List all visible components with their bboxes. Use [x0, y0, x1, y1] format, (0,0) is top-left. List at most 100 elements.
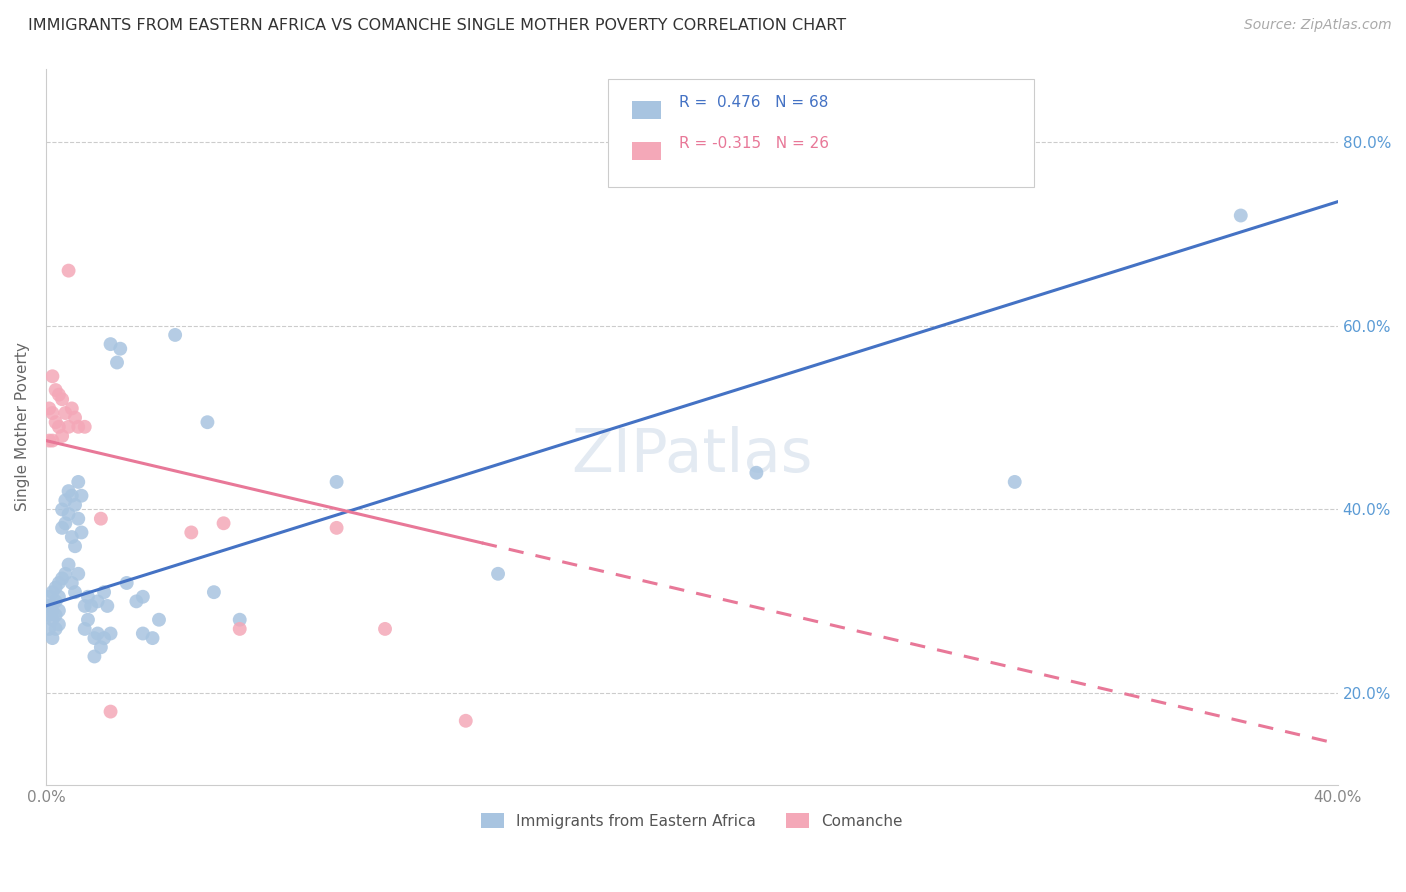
Point [70, 525, 93, 540]
Point [45, 581, 67, 595]
Point [93, 631, 115, 645]
Point [51, 571, 73, 585]
Point [212, 516, 235, 531]
Point [53, 406, 76, 420]
Point [38, 401, 60, 416]
Point [325, 521, 347, 535]
Point [83, 649, 105, 664]
Point [197, 415, 219, 429]
FancyBboxPatch shape [607, 79, 1033, 186]
Point [325, 475, 347, 489]
Point [63, 539, 86, 553]
Y-axis label: Single Mother Poverty: Single Mother Poverty [15, 343, 30, 511]
Point [96, 599, 118, 613]
Point [67, 419, 90, 434]
Point [63, 585, 86, 599]
Point [105, 355, 128, 369]
Point [73, 622, 96, 636]
Point [1004, 475, 1026, 489]
Text: IMMIGRANTS FROM EASTERN AFRICA VS COMANCHE SINGLE MOTHER POVERTY CORRELATION CHA: IMMIGRANTS FROM EASTERN AFRICA VS COMANC… [28, 18, 846, 33]
Point [141, 631, 163, 645]
Point [374, 622, 396, 636]
Point [202, 585, 225, 599]
FancyBboxPatch shape [633, 143, 661, 160]
Point [454, 714, 477, 728]
Point [60, 530, 83, 544]
Point [486, 566, 509, 581]
Point [67, 475, 90, 489]
Point [45, 415, 67, 429]
Point [58, 263, 80, 277]
Point [63, 498, 86, 512]
Point [45, 622, 67, 636]
Point [45, 383, 67, 397]
Point [67, 566, 90, 581]
Point [90, 640, 112, 655]
Point [41, 631, 63, 645]
Point [60, 401, 83, 416]
Legend: Immigrants from Eastern Africa, Comanche: Immigrants from Eastern Africa, Comanche [475, 806, 910, 835]
Point [86, 626, 108, 640]
Point [86, 594, 108, 608]
Point [228, 622, 250, 636]
Point [48, 419, 70, 434]
Point [53, 493, 76, 508]
Point [38, 608, 60, 623]
Point [100, 705, 122, 719]
Point [60, 576, 83, 591]
Point [41, 406, 63, 420]
Point [53, 516, 76, 531]
Point [51, 429, 73, 443]
Point [51, 392, 73, 407]
Point [93, 585, 115, 599]
Point [51, 502, 73, 516]
Point [53, 566, 76, 581]
Point [51, 521, 73, 535]
Point [38, 599, 60, 613]
Point [90, 511, 112, 525]
Point [77, 590, 100, 604]
Point [45, 608, 67, 623]
Point [132, 626, 155, 640]
Point [48, 590, 70, 604]
Point [67, 511, 90, 525]
Point [48, 576, 70, 591]
Point [100, 626, 122, 640]
Point [77, 613, 100, 627]
Point [58, 558, 80, 572]
Point [115, 576, 138, 591]
Point [58, 419, 80, 434]
Point [41, 585, 63, 599]
Point [73, 599, 96, 613]
Point [100, 337, 122, 351]
Point [63, 410, 86, 425]
Point [228, 613, 250, 627]
Point [70, 489, 93, 503]
Point [38, 590, 60, 604]
Point [41, 369, 63, 384]
Point [60, 489, 83, 503]
Point [48, 387, 70, 401]
FancyBboxPatch shape [633, 102, 661, 119]
Point [58, 507, 80, 521]
Point [41, 434, 63, 448]
Point [41, 603, 63, 617]
Point [165, 327, 187, 342]
Point [745, 466, 768, 480]
Point [83, 631, 105, 645]
Point [38, 622, 60, 636]
Point [38, 434, 60, 448]
Point [48, 617, 70, 632]
Point [148, 613, 170, 627]
Text: R =  0.476   N = 68: R = 0.476 N = 68 [679, 95, 828, 110]
Point [180, 525, 202, 540]
Text: R = -0.315   N = 26: R = -0.315 N = 26 [679, 136, 828, 151]
Text: ZIPatlas: ZIPatlas [571, 426, 813, 485]
Point [58, 484, 80, 499]
Point [80, 599, 103, 613]
Text: Source: ZipAtlas.com: Source: ZipAtlas.com [1244, 18, 1392, 32]
Point [1229, 209, 1251, 223]
Point [45, 594, 67, 608]
Point [48, 603, 70, 617]
Point [41, 613, 63, 627]
